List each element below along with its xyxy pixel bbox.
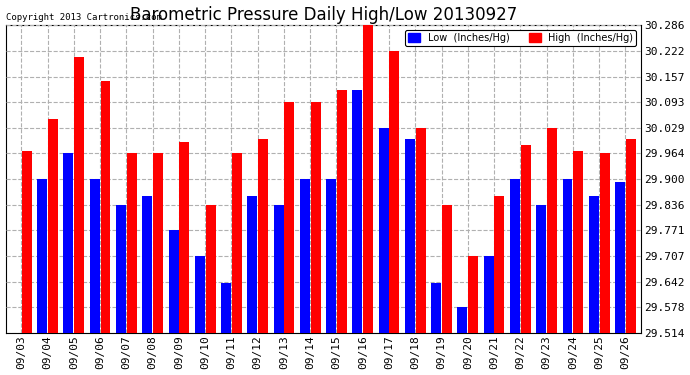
Bar — [484, 256, 493, 333]
Text: Copyright 2013 Cartronics.com: Copyright 2013 Cartronics.com — [6, 13, 161, 22]
Bar — [521, 145, 531, 333]
Bar — [589, 196, 599, 333]
Bar — [510, 179, 520, 333]
Bar — [127, 153, 137, 333]
Bar — [206, 204, 215, 333]
Bar — [258, 139, 268, 333]
Bar — [337, 90, 347, 333]
Bar — [48, 119, 58, 333]
Bar — [142, 196, 152, 333]
Bar — [300, 179, 310, 333]
Bar — [495, 196, 504, 333]
Bar — [562, 179, 573, 333]
Bar — [90, 179, 100, 333]
Bar — [600, 153, 609, 333]
Bar — [536, 204, 546, 333]
Bar — [626, 139, 635, 333]
Bar — [247, 196, 257, 333]
Bar — [379, 128, 388, 333]
Bar — [353, 90, 362, 333]
Bar — [63, 153, 73, 333]
Bar — [232, 153, 241, 333]
Title: Barometric Pressure Daily High/Low 20130927: Barometric Pressure Daily High/Low 20130… — [130, 6, 517, 24]
Bar — [457, 308, 467, 333]
Legend: Low  (Inches/Hg), High  (Inches/Hg): Low (Inches/Hg), High (Inches/Hg) — [406, 30, 636, 46]
Bar — [363, 25, 373, 333]
Bar — [221, 283, 231, 333]
Bar — [179, 142, 189, 333]
Bar — [116, 204, 126, 333]
Bar — [469, 256, 478, 333]
Bar — [284, 102, 295, 333]
Bar — [101, 81, 110, 333]
Bar — [615, 182, 625, 333]
Bar — [573, 151, 583, 333]
Bar — [168, 231, 179, 333]
Bar — [75, 57, 84, 333]
Bar — [21, 151, 32, 333]
Bar — [310, 102, 321, 333]
Bar — [547, 128, 557, 333]
Bar — [389, 51, 400, 333]
Bar — [405, 139, 415, 333]
Bar — [195, 256, 205, 333]
Bar — [415, 128, 426, 333]
Bar — [326, 179, 336, 333]
Bar — [431, 283, 441, 333]
Bar — [37, 179, 47, 333]
Bar — [274, 204, 284, 333]
Bar — [442, 204, 452, 333]
Bar — [153, 153, 163, 333]
